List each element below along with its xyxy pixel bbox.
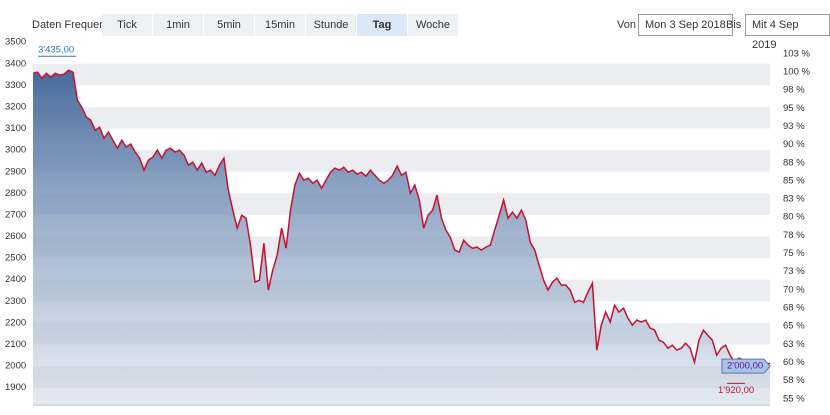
y2-tick-label: 68 % [783, 303, 805, 314]
min-label: 1'920,00 [718, 385, 754, 396]
y2-tick-label: 95 % [783, 103, 805, 114]
frequency-button[interactable]: Stunde [306, 14, 356, 36]
y-tick-label: 2300 [5, 296, 26, 307]
y2-tick-label: 65 % [783, 321, 805, 332]
y-tick-label: 2200 [5, 317, 26, 328]
y2-tick-label: 85 % [783, 175, 805, 186]
y2-tick-label: 98 % [783, 85, 805, 96]
y-tick-label: 1900 [5, 382, 26, 393]
y-tick-label: 3300 [5, 80, 26, 91]
y2-tick-label: 80 % [783, 212, 805, 223]
line [32, 69, 771, 366]
y2-tick-label: 103 % [783, 48, 810, 59]
y-tick-label: 2100 [5, 339, 26, 350]
y2-tick-label: 60 % [783, 357, 805, 368]
frequency-button[interactable]: 5min [204, 14, 254, 36]
y2-tick-label: 100 % [783, 66, 810, 77]
last-badge [721, 358, 771, 374]
y2-tick-label: 83 % [783, 194, 805, 205]
y2-tick-label: 70 % [783, 284, 805, 295]
grid-band [33, 106, 770, 129]
y-tick-label: 2000 [5, 361, 26, 372]
y-tick-label: 2700 [5, 209, 26, 220]
from-date[interactable]: Mon 3 Sep 2018 [638, 14, 733, 36]
y-tick-label: 3200 [5, 101, 26, 112]
area [33, 70, 770, 405]
to-label: Bis [726, 19, 742, 31]
max-label: 3'435,00 [38, 45, 74, 56]
y2-tick-label: 90 % [783, 139, 805, 150]
frequency-button[interactable]: 1min [153, 14, 203, 36]
y-tick-label: 2600 [5, 231, 26, 242]
frequency-button[interactable]: Tag [357, 14, 407, 36]
y-tick-label: 2900 [5, 166, 26, 177]
from-label: Von [617, 19, 636, 31]
y2-tick-label: 58 % [783, 375, 805, 386]
to-date[interactable]: Mit 4 Sep 2019 [745, 14, 830, 51]
last-label: 2'000,00 [727, 361, 763, 372]
frequency-label: Daten Frequenz [32, 19, 111, 31]
toolbar: Daten Frequenz Von Mon 3 Sep 2018 Bis Mi… [0, 14, 830, 51]
frequency-button[interactable]: Woche [408, 14, 458, 36]
y-tick-label: 3000 [5, 145, 26, 156]
frequency-button[interactable]: 15min [255, 14, 305, 36]
y2-tick-label: 88 % [783, 157, 805, 168]
y-tick-label: 3500 [5, 37, 26, 48]
y2-tick-label: 75 % [783, 248, 805, 259]
frequency-button[interactable]: Tick [102, 14, 152, 36]
y2-tick-label: 63 % [783, 339, 805, 350]
y2-tick-label: 78 % [783, 230, 805, 241]
y-tick-label: 2500 [5, 253, 26, 264]
grid-band [33, 150, 770, 172]
y2-tick-label: 55 % [783, 393, 805, 404]
y-tick-label: 3100 [5, 123, 26, 134]
y-tick-label: 2400 [5, 274, 26, 285]
y2-tick-label: 93 % [783, 121, 805, 132]
y-tick-label: 3400 [5, 58, 26, 69]
y2-tick-label: 73 % [783, 266, 805, 277]
y-tick-label: 2800 [5, 188, 26, 199]
grid-band [33, 63, 770, 86]
